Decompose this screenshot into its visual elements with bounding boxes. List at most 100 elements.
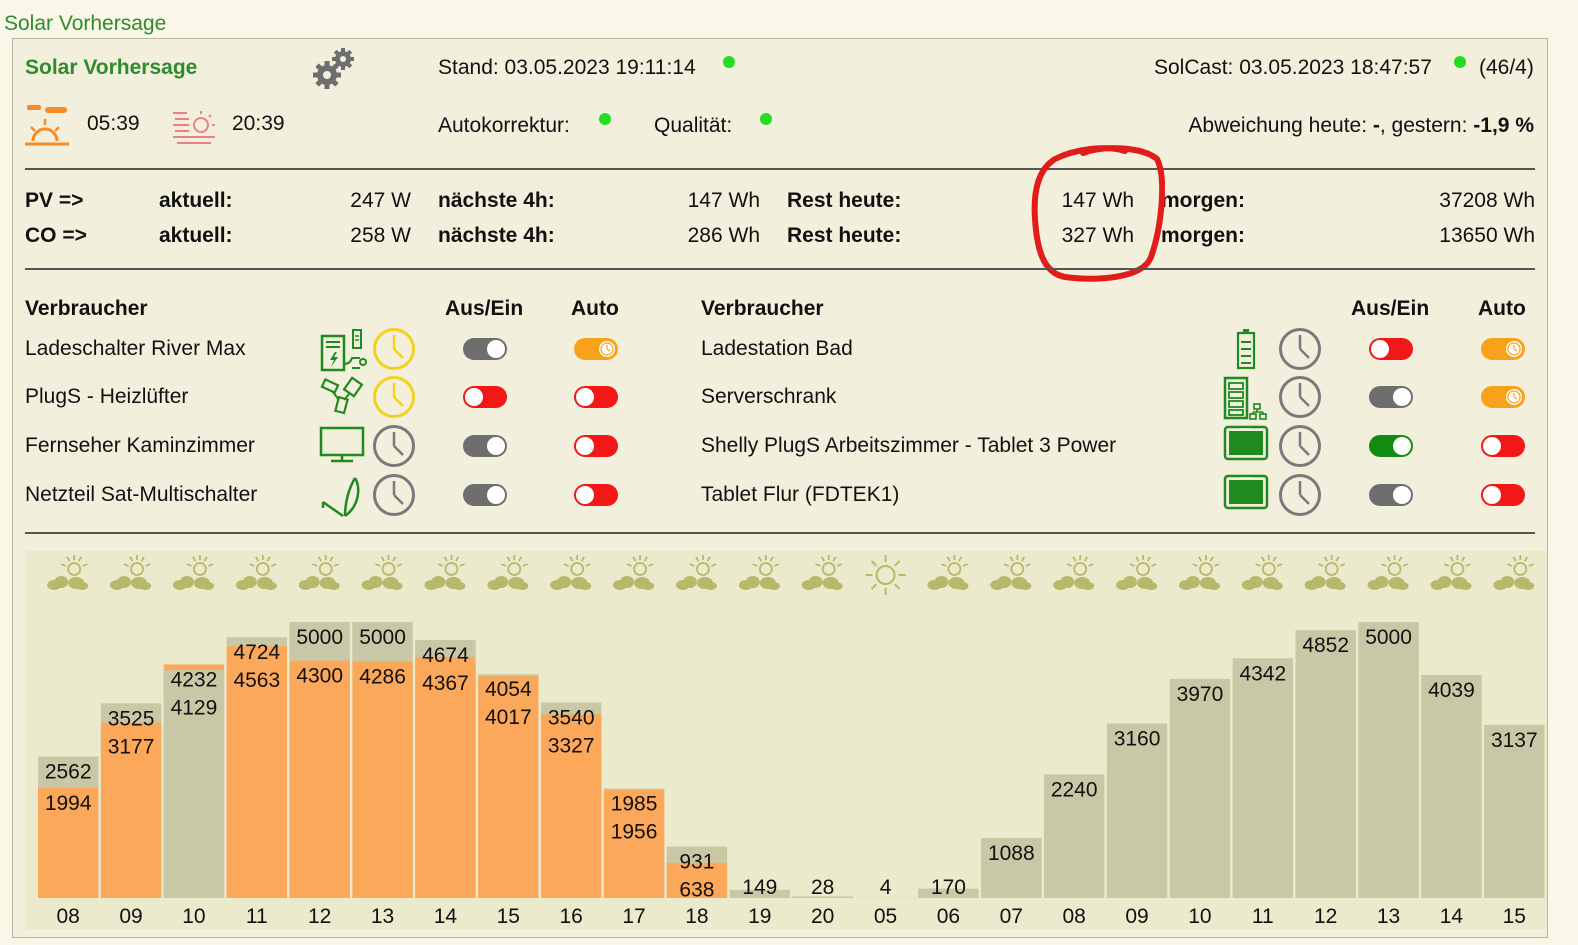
sun-cloud-icon — [487, 555, 529, 590]
data-label: 3970 — [1177, 683, 1224, 706]
onoff-toggle[interactable] — [1369, 435, 1413, 457]
auto-header-right: Auto — [1478, 297, 1526, 320]
divider-middle — [25, 268, 1535, 270]
summary-morgen-label: morgen: — [1161, 224, 1245, 247]
bar-actual — [415, 656, 476, 898]
onoff-header-left: Aus/Ein — [445, 297, 524, 320]
data-label: 3160 — [1114, 728, 1161, 751]
schedule-clock-icon[interactable] — [1278, 424, 1322, 473]
auto-toggle[interactable] — [574, 386, 618, 408]
sun-cloud-icon — [1304, 555, 1346, 590]
sun-cloud-icon — [298, 555, 340, 590]
sun-cloud-icon — [801, 555, 843, 590]
sun-cloud-icon — [172, 555, 214, 590]
onoff-toggle[interactable] — [1369, 484, 1413, 506]
data-label: 5000 — [359, 626, 406, 649]
consumer-name: Ladeschalter River Max — [25, 337, 246, 360]
x-tick-label: 14 — [1440, 905, 1464, 928]
tv-icon — [319, 425, 365, 470]
x-tick-label: 19 — [748, 905, 771, 928]
data-label: 1088 — [988, 842, 1035, 865]
bar-actual — [163, 670, 225, 898]
page-title: Solar Vorhersage — [4, 12, 167, 35]
auto-toggle[interactable] — [1481, 435, 1525, 457]
schedule-clock-icon[interactable] — [1278, 327, 1322, 376]
x-tick-label: 16 — [560, 905, 583, 928]
bar-actual — [352, 661, 413, 898]
sun-cloud-icon — [1493, 555, 1535, 590]
x-tick-label: 06 — [937, 905, 960, 928]
schedule-clock-icon[interactable] — [1278, 473, 1322, 522]
summary-aktuell: 247 W — [350, 189, 411, 212]
autokorrektur-label: Autokorrektur: — [438, 114, 570, 137]
x-tick-label: 12 — [1314, 905, 1337, 928]
data-label: 4367 — [422, 672, 469, 695]
sun-cloud-icon — [927, 555, 969, 590]
sun-cloud-icon — [1367, 555, 1409, 590]
auto-toggle[interactable] — [1481, 338, 1525, 360]
auto-toggle[interactable] — [1481, 484, 1525, 506]
sun-icon — [865, 555, 906, 595]
data-label: 3327 — [548, 735, 595, 758]
solcast-count: (46/4) — [1479, 56, 1534, 79]
bar-forecast — [1358, 622, 1419, 898]
x-tick-label: 09 — [1125, 905, 1148, 928]
sunset-icon — [173, 111, 215, 144]
bar-actual — [666, 862, 728, 898]
bar-actual — [38, 787, 99, 898]
x-tick-label: 20 — [811, 905, 834, 928]
data-label: 5000 — [1365, 626, 1412, 649]
qualitaet-label: Qualität: — [654, 114, 733, 137]
qualitaet-status-dot — [760, 113, 772, 125]
x-tick-label: 05 — [874, 905, 897, 928]
onoff-toggle[interactable] — [463, 435, 507, 457]
satellite-icon — [319, 474, 365, 525]
sunset-time: 20:39 — [232, 112, 285, 135]
onoff-toggle[interactable] — [463, 484, 507, 506]
tablet-icon — [1223, 474, 1269, 515]
onoff-toggle[interactable] — [1369, 338, 1413, 360]
stand-status-dot — [723, 56, 735, 68]
schedule-clock-icon[interactable] — [1278, 375, 1322, 424]
summary-aktuell-label: aktuell: — [159, 189, 233, 212]
x-tick-label: 14 — [434, 905, 458, 928]
schedule-clock-icon[interactable] — [372, 327, 416, 376]
auto-toggle[interactable] — [574, 338, 618, 360]
data-label: 3540 — [548, 707, 595, 730]
schedule-clock-icon[interactable] — [372, 375, 416, 424]
consumers-header-right: Verbraucher — [701, 297, 824, 320]
onoff-toggle[interactable] — [1369, 386, 1413, 408]
sunrise-time: 05:39 — [87, 112, 140, 135]
data-label: 1985 — [611, 792, 658, 815]
schedule-clock-icon[interactable] — [372, 473, 416, 522]
data-label: 170 — [931, 876, 966, 899]
data-label: 638 — [679, 879, 714, 902]
sun-cloud-icon — [424, 555, 466, 590]
auto-toggle[interactable] — [574, 484, 618, 506]
auto-toggle[interactable] — [1481, 386, 1525, 408]
data-label: 4342 — [1239, 662, 1286, 685]
bar-actual — [226, 646, 287, 898]
onoff-toggle[interactable] — [463, 386, 507, 408]
server-icon — [1223, 376, 1269, 427]
sun-cloud-icon — [1430, 555, 1472, 590]
consumer-name: PlugS - Heizlüfter — [25, 385, 189, 408]
auto-toggle[interactable] — [574, 435, 618, 457]
sun-cloud-icon — [1241, 555, 1283, 590]
data-label: 4300 — [296, 665, 343, 688]
x-tick-label: 09 — [119, 905, 142, 928]
schedule-clock-icon[interactable] — [372, 424, 416, 473]
summary-next4h: 147 Wh — [687, 189, 760, 212]
autokorrektur-status-dot — [599, 113, 611, 125]
bar-forecast — [1106, 723, 1168, 898]
bar-actual — [478, 676, 539, 898]
bar-forecast — [918, 888, 979, 898]
panel-title: Solar Vorhersage — [25, 56, 198, 79]
settings-gear-icon[interactable] — [313, 45, 357, 91]
sunrise-icon — [25, 105, 69, 146]
onoff-toggle[interactable] — [463, 338, 507, 360]
data-label: 28 — [811, 876, 834, 899]
divider-bottom — [25, 532, 1535, 534]
sun-cloud-icon — [990, 555, 1032, 590]
bar-forecast — [1295, 630, 1356, 898]
